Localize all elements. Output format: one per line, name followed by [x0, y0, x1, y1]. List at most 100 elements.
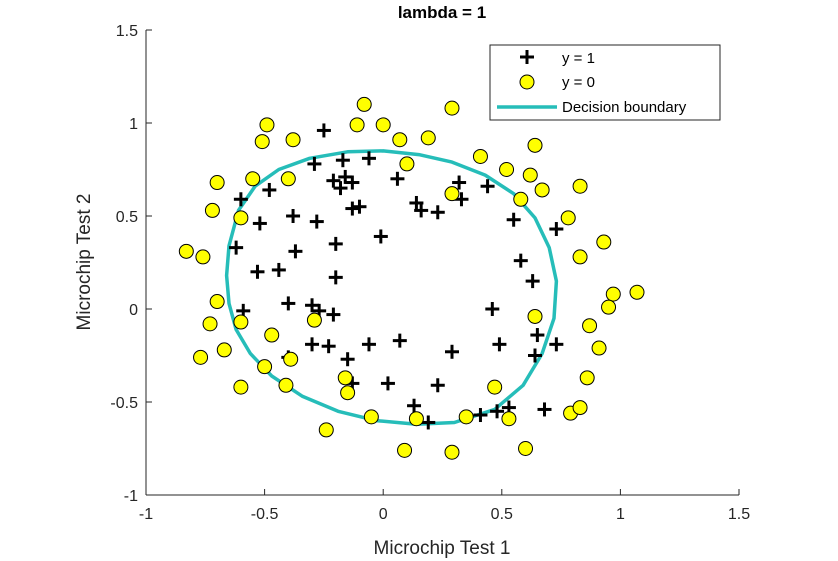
data-point-positive-15 — [252, 216, 267, 231]
data-point-positive-0 — [316, 123, 331, 138]
data-point-negative-23 — [560, 210, 576, 226]
x-axis-label: Microchip Test 1 — [374, 538, 511, 559]
data-point-positive-58 — [537, 402, 552, 417]
data-point-positive-40 — [321, 339, 336, 354]
data-point-positive-5 — [333, 181, 348, 196]
data-point-negative-3 — [349, 117, 365, 133]
y-tick-label-1: -0.5 — [110, 395, 138, 412]
data-point-positive-10 — [233, 192, 248, 207]
data-point-positive-22 — [506, 212, 521, 227]
data-point-negative-5 — [254, 134, 270, 150]
data-point-positive-47 — [444, 344, 459, 359]
data-point-negative-48 — [579, 370, 595, 386]
data-point-positive-13 — [345, 201, 360, 216]
data-point-positive-48 — [492, 337, 507, 352]
data-point-negative-51 — [408, 411, 424, 427]
data-point-negative-21 — [204, 202, 220, 218]
legend: y = 1 y = 0 Decision boundary — [489, 44, 721, 121]
data-point-negative-31 — [601, 299, 617, 315]
data-point-negative-57 — [444, 444, 460, 460]
data-point-positive-49 — [528, 348, 543, 363]
data-point-negative-38 — [216, 342, 232, 358]
data-point-positive-24 — [229, 240, 244, 255]
legend-label-boundary: Decision boundary — [562, 99, 687, 116]
data-point-negative-26 — [572, 249, 588, 265]
data-point-negative-14 — [209, 175, 225, 191]
data-point-positive-52 — [430, 378, 445, 393]
data-point-negative-20 — [444, 186, 460, 202]
x-tick-label-1: -0.5 — [251, 506, 279, 523]
data-point-negative-35 — [527, 308, 543, 324]
x-tick-label-4: 1 — [616, 506, 625, 523]
legend-marker-circle — [519, 74, 535, 90]
data-point-negative-39 — [264, 327, 280, 343]
legend-label-positive: y = 1 — [562, 50, 595, 67]
data-point-positive-14 — [352, 199, 367, 214]
data-point-positive-51 — [380, 376, 395, 391]
y-axis-label: Microchip Test 2 — [74, 194, 95, 331]
data-point-negative-55 — [318, 422, 334, 438]
data-point-positive-7 — [338, 169, 353, 184]
y-tick-label-4: 1 — [129, 116, 138, 133]
data-point-positive-27 — [373, 229, 388, 244]
data-point-negative-54 — [572, 400, 588, 416]
legend-plus-shape — [520, 50, 534, 64]
data-point-negative-58 — [518, 441, 534, 456]
data-point-positive-1 — [307, 156, 322, 171]
data-point-negative-8 — [420, 130, 436, 146]
data-point-positive-16 — [409, 195, 424, 210]
data-point-negative-19 — [513, 191, 529, 207]
data-point-positive-42 — [392, 333, 407, 348]
data-point-positive-54 — [421, 415, 436, 430]
data-point-negative-7 — [392, 132, 408, 148]
data-point-negative-37 — [193, 349, 209, 365]
data-point-positive-9 — [262, 182, 277, 197]
data-point-negative-40 — [283, 351, 299, 367]
legend-marker-plus — [520, 50, 534, 64]
data-point-negative-24 — [178, 243, 194, 259]
data-point-negative-17 — [534, 182, 550, 198]
data-point-negative-18 — [572, 178, 588, 194]
data-point-positive-43 — [530, 328, 545, 343]
data-point-negative-36 — [582, 318, 598, 334]
data-point-positive-53 — [407, 398, 422, 413]
data-point-positive-55 — [473, 408, 488, 423]
data-point-negative-34 — [306, 312, 322, 328]
data-point-positive-30 — [328, 270, 343, 285]
data-point-positive-18 — [430, 205, 445, 220]
y-tick-label-3: 0.5 — [116, 209, 138, 226]
data-point-positive-56 — [490, 404, 505, 419]
data-point-positive-11 — [286, 209, 301, 223]
y-tick-label-5: 1.5 — [116, 23, 138, 40]
data-point-negative-2 — [259, 117, 275, 133]
data-point-negative-52 — [501, 411, 517, 427]
data-point-negative-56 — [397, 442, 413, 458]
data-point-negative-11 — [399, 156, 415, 172]
data-point-negative-28 — [209, 294, 225, 310]
x-tick-label-0: -1 — [139, 506, 153, 523]
data-point-negative-25 — [195, 249, 211, 265]
data-point-negative-12 — [499, 162, 515, 177]
chart-title: lambda = 1 — [398, 3, 486, 22]
y-tick-label-2: 0 — [129, 302, 138, 319]
data-point-positive-31 — [513, 253, 528, 268]
x-tick-label-3: 0.5 — [491, 506, 513, 523]
data-point-positive-3 — [361, 151, 376, 166]
data-point-negative-32 — [233, 314, 249, 330]
data-point-positive-21 — [480, 179, 495, 194]
data-point-negative-0 — [356, 96, 372, 112]
data-point-positive-28 — [250, 264, 265, 279]
data-point-negative-6 — [285, 132, 301, 148]
data-point-negative-47 — [340, 385, 356, 401]
data-point-positive-17 — [414, 203, 429, 218]
data-point-positive-39 — [305, 337, 320, 352]
data-point-positive-44 — [549, 337, 564, 352]
data-point-positive-26 — [328, 236, 343, 251]
data-point-negative-33 — [202, 316, 218, 332]
data-point-negative-42 — [257, 359, 273, 375]
data-point-negative-46 — [278, 377, 294, 393]
data-point-positive-2 — [335, 153, 350, 168]
data-point-negative-27 — [596, 234, 612, 250]
data-point-negative-10 — [472, 148, 488, 164]
